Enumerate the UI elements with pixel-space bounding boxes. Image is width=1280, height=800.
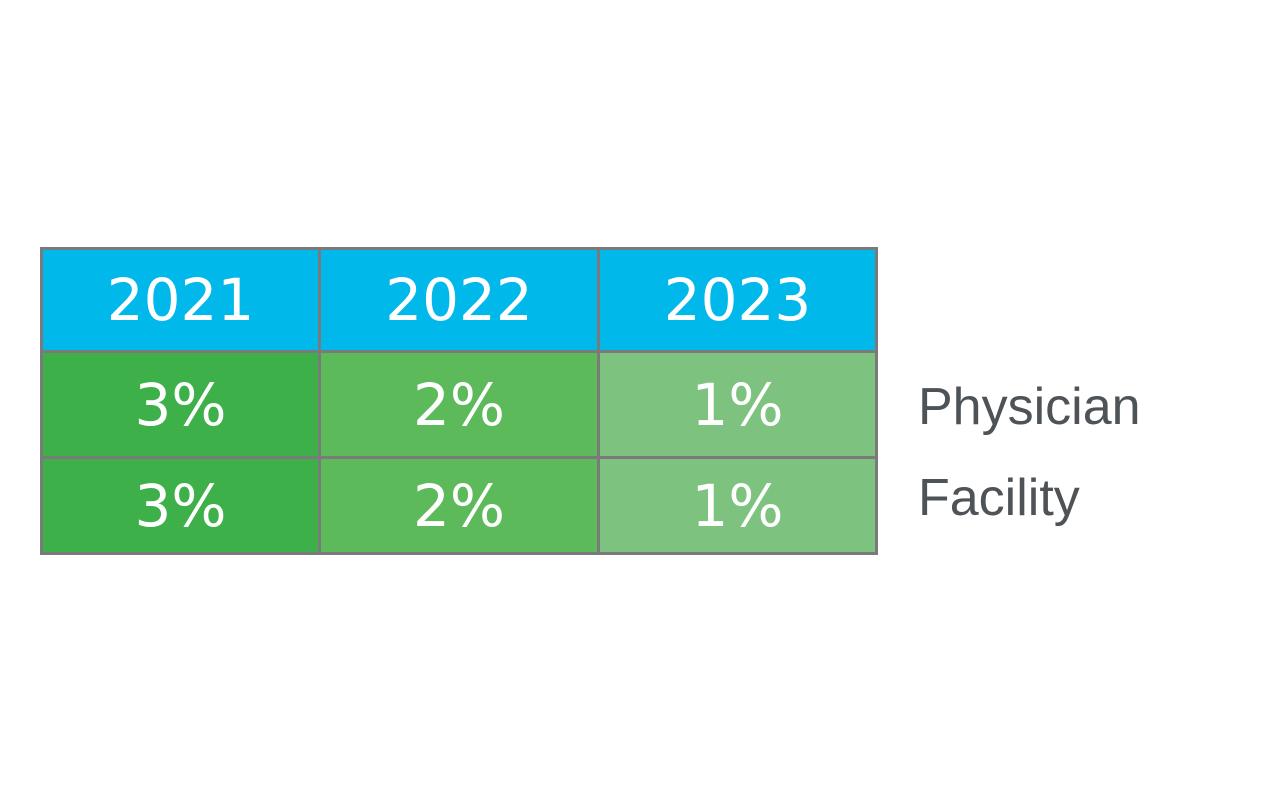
cell-facility-2021: 3% xyxy=(40,456,321,555)
column-header-2023: 2023 xyxy=(597,247,878,353)
column-header-2021: 2021 xyxy=(40,247,321,353)
header-row: 2021 2022 2023 xyxy=(40,247,878,353)
cell-physician-2022: 2% xyxy=(318,350,600,459)
rate-table: 2021 2022 2023 3% 2% 1% 3% 2% 1% xyxy=(40,247,878,555)
cell-facility-2022: 2% xyxy=(318,456,600,555)
row-label-physician: Physician xyxy=(918,378,1141,436)
cell-physician-2021: 3% xyxy=(40,350,321,459)
row-label-facility: Facility xyxy=(918,469,1080,527)
table-row-physician: 3% 2% 1% xyxy=(40,350,878,459)
cell-facility-2023: 1% xyxy=(597,456,878,555)
table-row-facility: 3% 2% 1% xyxy=(40,456,878,555)
column-header-2022: 2022 xyxy=(318,247,600,353)
cell-physician-2023: 1% xyxy=(597,350,878,459)
